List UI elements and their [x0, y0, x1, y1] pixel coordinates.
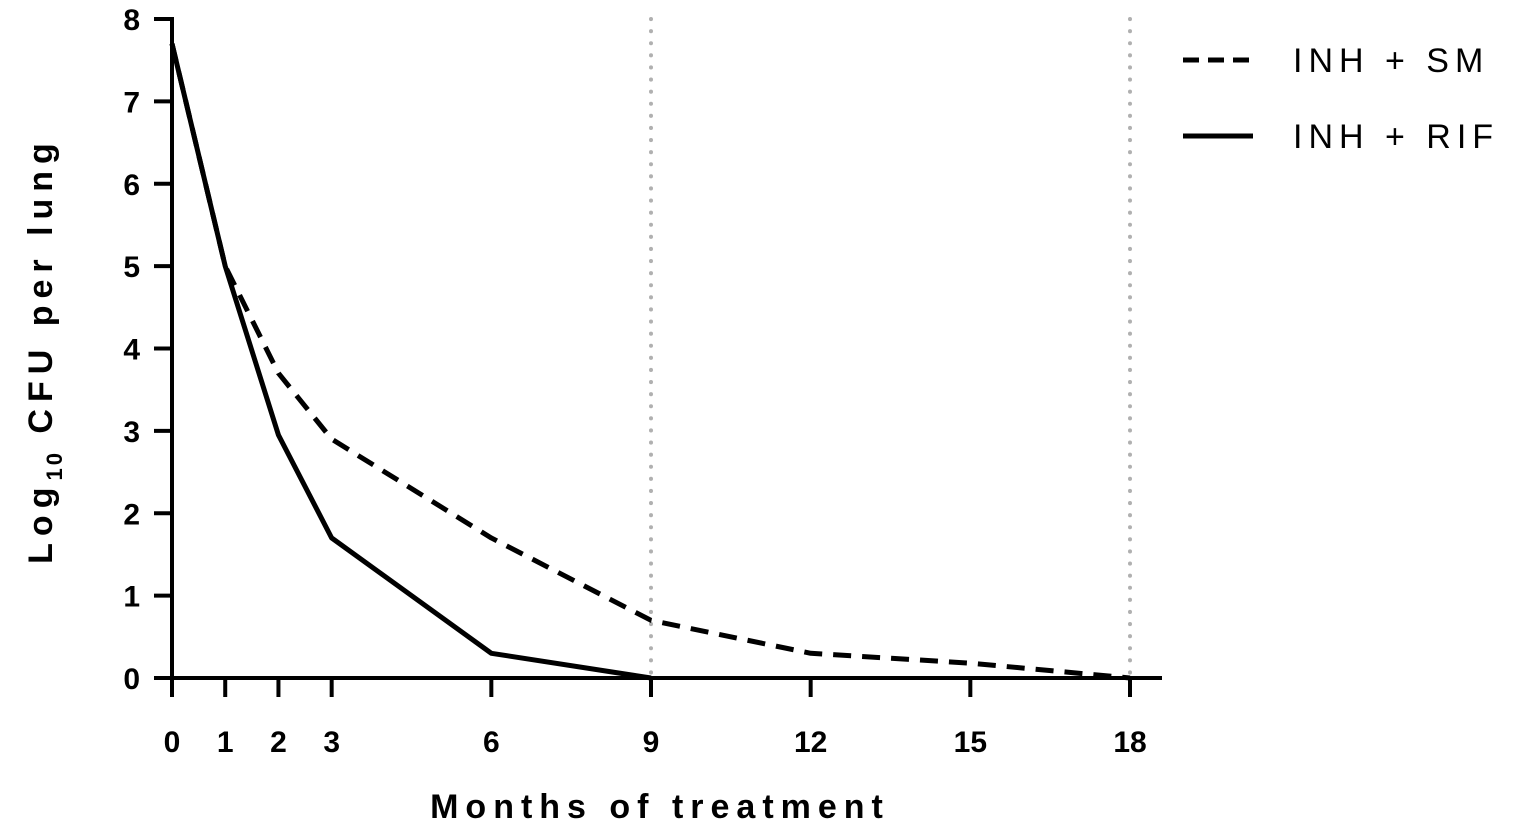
legend-label-1: INH + SM — [1293, 42, 1489, 80]
y-axis-title: Log10 CFU per lung — [22, 136, 67, 564]
y-tick-label-6: 6 — [123, 169, 140, 202]
x-tick-label-9: 9 — [643, 726, 660, 759]
y-tick-label-2: 2 — [123, 498, 140, 531]
x-tick-label-18: 18 — [1113, 726, 1146, 759]
y-axis-title-rest: CFU per lung — [22, 136, 60, 450]
series-line-inh-sm — [169, 43, 1131, 681]
y-tick-label-0: 0 — [123, 663, 140, 696]
y-tick-label-7: 7 — [123, 86, 140, 119]
x-tick-label-2: 2 — [270, 726, 287, 759]
x-axis-title: Months of treatment — [430, 788, 890, 826]
y-tick-label-8: 8 — [123, 4, 140, 37]
legend-label-2: INH + RIF — [1293, 118, 1499, 156]
reference-lines — [649, 17, 1132, 680]
y-axis-title-log: Log — [22, 481, 60, 564]
y-tick-label-1: 1 — [123, 581, 140, 614]
y-axis-ticks: 0 1 2 3 4 5 6 7 8 — [123, 4, 172, 696]
y-axis-title-subscript: 10 — [42, 450, 67, 480]
series-lines — [169, 43, 1131, 681]
y-tick-label-5: 5 — [123, 251, 140, 284]
x-tick-label-3: 3 — [323, 726, 340, 759]
x-tick-label-6: 6 — [483, 726, 500, 759]
x-tick-label-15: 15 — [954, 726, 987, 759]
series-line-inh-rif — [169, 43, 652, 681]
y-tick-label-3: 3 — [123, 416, 140, 449]
legend: INH + SM INH + RIF — [1183, 42, 1499, 156]
axes — [170, 17, 1162, 680]
x-tick-label-0: 0 — [164, 726, 181, 759]
y-tick-label-4: 4 — [123, 334, 140, 367]
x-axis-ticks: 0 1 2 3 6 9 12 15 18 — [164, 678, 1147, 759]
x-tick-label-12: 12 — [794, 726, 827, 759]
x-tick-label-1: 1 — [217, 726, 234, 759]
